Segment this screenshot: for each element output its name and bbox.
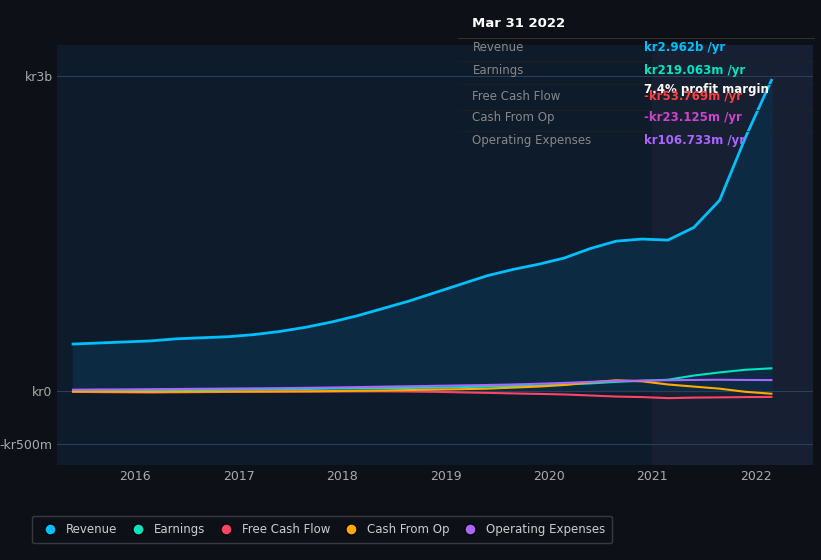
Text: Free Cash Flow: Free Cash Flow [472,90,561,103]
Text: Cash From Op: Cash From Op [472,111,555,124]
Text: kr219.063m /yr: kr219.063m /yr [644,64,745,77]
Text: -kr53.769m /yr: -kr53.769m /yr [644,90,742,103]
Text: Mar 31 2022: Mar 31 2022 [472,17,566,30]
Text: kr2.962b /yr: kr2.962b /yr [644,41,725,54]
Legend: Revenue, Earnings, Free Cash Flow, Cash From Op, Operating Expenses: Revenue, Earnings, Free Cash Flow, Cash … [31,516,612,543]
Text: Earnings: Earnings [472,64,524,77]
Text: 7.4% profit margin: 7.4% profit margin [644,83,768,96]
Text: -kr23.125m /yr: -kr23.125m /yr [644,111,741,124]
Bar [653,45,813,465]
Text: kr106.733m /yr: kr106.733m /yr [644,134,745,147]
Text: Operating Expenses: Operating Expenses [472,134,592,147]
Text: Revenue: Revenue [472,41,524,54]
